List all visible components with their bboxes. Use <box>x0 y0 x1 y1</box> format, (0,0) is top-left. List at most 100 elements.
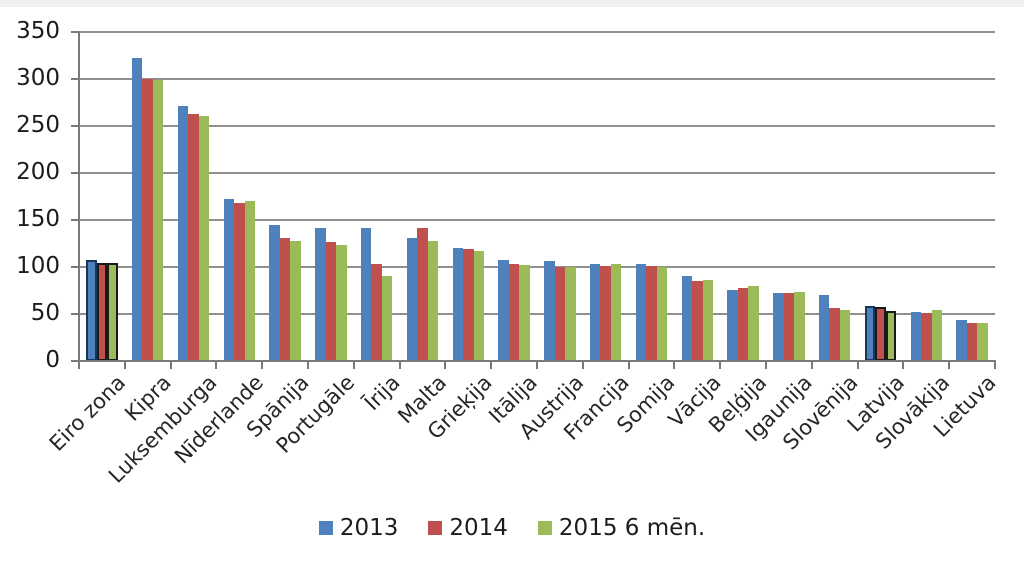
gridline-100 <box>79 266 995 268</box>
y-tick-label: 200 <box>16 159 60 185</box>
x-tick <box>444 362 447 369</box>
y-axis-line <box>78 32 80 363</box>
bar-2014 <box>508 264 520 361</box>
bar-2014 <box>96 263 108 361</box>
bar-2015-6-mēn. <box>519 265 530 361</box>
bar-2013 <box>544 261 555 361</box>
y-tick-150 <box>71 219 79 221</box>
y-tick-50 <box>71 313 79 315</box>
bar-2013 <box>818 295 830 361</box>
bar-2014 <box>417 227 428 361</box>
bar-2014 <box>554 267 566 361</box>
x-tick <box>169 362 172 369</box>
x-tick <box>810 362 813 369</box>
y-tick-250 <box>71 125 79 127</box>
x-tick <box>398 362 401 369</box>
bar-2014 <box>875 307 886 361</box>
bar-2014 <box>921 313 932 361</box>
x-tick <box>902 362 905 369</box>
bar-2015-6-mēn. <box>748 285 759 361</box>
bar-2013 <box>406 237 418 361</box>
bar-2014 <box>737 287 749 361</box>
bar-2014 <box>966 323 978 361</box>
bar-2014 <box>279 237 291 361</box>
bar-group-austrija <box>537 32 583 361</box>
window-top-edge <box>0 0 1024 7</box>
bar-2015-6-mēn. <box>336 245 347 361</box>
bar-2013 <box>360 227 372 361</box>
bar-2013 <box>773 293 784 361</box>
x-tick <box>948 362 951 369</box>
legend-label: 2014 <box>449 515 508 541</box>
x-tick <box>673 362 676 369</box>
y-tick-label: 100 <box>16 253 60 279</box>
bar-2015-6-mēn. <box>839 310 851 361</box>
bar-2013 <box>131 58 143 361</box>
bar-2015-6-mēn. <box>656 267 668 361</box>
bar-2013 <box>681 276 693 361</box>
bar-2014 <box>463 249 474 361</box>
bar-2015-6-mēn. <box>244 201 256 361</box>
bar-group-latvija <box>858 32 904 361</box>
x-tick <box>490 362 493 369</box>
bar-group-lietuva <box>949 32 995 361</box>
bar-2015-6-mēn. <box>473 251 485 361</box>
bar-group-malta <box>400 32 446 361</box>
x-tick <box>307 362 309 369</box>
y-tick-label: 350 <box>16 18 60 44</box>
legend-label: 2015 6 mēn. <box>558 515 706 541</box>
y-tick-0 <box>71 360 79 362</box>
x-tick <box>581 362 584 369</box>
bar-2013 <box>956 319 967 361</box>
bar-group-slovēnija <box>812 32 858 361</box>
bar-2013 <box>315 227 326 361</box>
bar-2014 <box>188 113 199 361</box>
gridline-300 <box>79 78 995 80</box>
bar-group-slovākija <box>903 32 949 361</box>
x-tick <box>765 362 767 369</box>
x-axis-line <box>78 360 996 362</box>
bar-2015-6-mēn. <box>794 292 805 361</box>
gridline-200 <box>79 172 995 174</box>
bar-2015-6-mēn. <box>977 322 988 361</box>
legend-swatch-icon <box>318 521 333 535</box>
legend-label: 2013 <box>339 515 399 541</box>
bar-2015-6-mēn. <box>107 263 118 361</box>
legend-swatch-icon <box>428 521 443 535</box>
bar-2013 <box>727 289 738 361</box>
bar-group-kipra <box>125 32 171 361</box>
bar-2013 <box>452 248 464 361</box>
bar-group-igaunija <box>766 32 812 361</box>
legend-item-2013: 2013 <box>318 515 399 541</box>
bar-group-eiro-zona <box>79 32 125 361</box>
gridline-250 <box>79 125 995 127</box>
bar-2014 <box>692 281 703 361</box>
bar-2014 <box>829 308 840 361</box>
x-tick <box>627 362 630 369</box>
x-tick <box>352 362 355 369</box>
x-tick <box>215 362 218 369</box>
bar-group-spānija <box>262 32 308 361</box>
y-tick-label: 250 <box>16 112 60 138</box>
y-tick-label: 0 <box>45 347 60 373</box>
bar-2015-6-mēn. <box>610 264 622 361</box>
bar-2013 <box>589 264 601 361</box>
bar-2013 <box>177 106 189 361</box>
legend: 2013 2014 2015 6 mēn. <box>0 516 1024 540</box>
legend-swatch-icon <box>537 521 552 535</box>
y-tick-100 <box>71 266 79 268</box>
bar-2015-6-mēn. <box>427 240 439 361</box>
x-tick <box>719 362 722 369</box>
gridline-150 <box>79 219 995 221</box>
y-tick-label: 300 <box>16 65 60 91</box>
legend-item-2014: 2014 <box>428 516 508 540</box>
bar-2015-6-mēn. <box>152 79 164 361</box>
bar-2013 <box>269 224 280 361</box>
bar-group-luksemburga <box>171 32 217 361</box>
bar-group-beļģija <box>720 32 766 361</box>
bar-group-itālija <box>491 32 537 361</box>
x-tick <box>78 362 80 369</box>
bar-2015-6-mēn. <box>565 267 576 361</box>
bar-2014 <box>234 203 245 361</box>
